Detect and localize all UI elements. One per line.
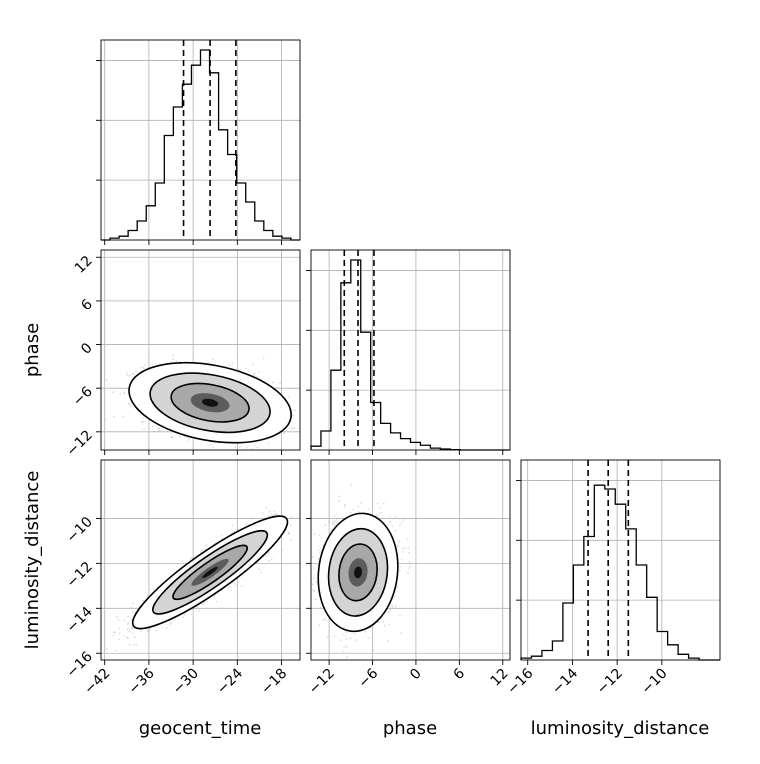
y-axis-label-luminosity_distance: luminosity_distance bbox=[22, 471, 43, 650]
y-axis-label-phase: phase bbox=[22, 323, 43, 377]
x-axis-label-geocent_time: geocent_time bbox=[139, 718, 262, 739]
x-axis-label-phase: phase bbox=[383, 718, 437, 739]
x-axis-label-luminosity_distance: luminosity_distance bbox=[531, 718, 710, 739]
